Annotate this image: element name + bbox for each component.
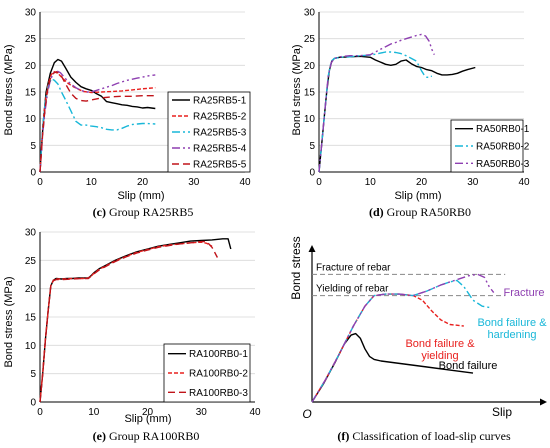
panel-caption: (f) Classification of load-slip curves bbox=[337, 429, 511, 443]
series-line-ra25rb5-1 bbox=[39, 58, 156, 173]
annotation-label: Bond failure bbox=[439, 360, 498, 372]
x-tick-label: 20 bbox=[416, 177, 428, 188]
y-tick-label: 15 bbox=[25, 88, 37, 99]
x-tick-label: 0 bbox=[37, 407, 43, 418]
legend-label: RA50RB0-2 bbox=[476, 142, 530, 153]
y-tick-label: 25 bbox=[304, 34, 316, 45]
legend: RA50RB0-1 RA50RB0-2 RA50RB0-3 bbox=[450, 119, 530, 173]
legend-label: RA25RB5-2 bbox=[193, 112, 247, 123]
y-tick-label: 30 bbox=[25, 8, 37, 19]
legend: RA25RB5-1 RA25RB5-2 RA25RB5-3 RA25RB5-4 RA25… bbox=[167, 91, 251, 173]
y-tick-label: 5 bbox=[309, 141, 315, 152]
origin-label: O bbox=[302, 407, 311, 421]
annotation-label: hardening bbox=[488, 329, 537, 341]
y-tick-label: 20 bbox=[304, 61, 316, 72]
x-tick-label: 30 bbox=[196, 407, 208, 418]
y-tick-label: 0 bbox=[30, 398, 36, 409]
series-line-ra25rb5-4 bbox=[39, 69, 156, 173]
x-axis-label: Slip (mm) bbox=[394, 190, 441, 202]
x-tick-label: 10 bbox=[86, 177, 98, 188]
x-axis-arrow bbox=[540, 398, 547, 406]
y-axis-arrow bbox=[308, 245, 316, 252]
legend-label: RA25RB5-4 bbox=[193, 144, 247, 155]
annotation-label: Fracture bbox=[504, 287, 545, 299]
y-tick-label: 20 bbox=[25, 61, 37, 72]
plot-area: Fracture of rebar Yielding of rebar Fractu… bbox=[308, 245, 547, 406]
series-line-ra100rb0-3 bbox=[39, 240, 219, 403]
y-axis-label: Bond stress (MPa) bbox=[3, 276, 15, 367]
y-tick-label: 25 bbox=[25, 256, 37, 267]
legend-box bbox=[167, 91, 251, 173]
x-tick-label: 10 bbox=[365, 177, 377, 188]
x-axis-label: Slip (mm) bbox=[117, 190, 164, 202]
legend-label: RA100RB0-1 bbox=[189, 349, 248, 360]
y-tick-label: 15 bbox=[25, 313, 37, 324]
series-line-ra50rb0-2 bbox=[318, 51, 433, 173]
x-tick-label: 30 bbox=[188, 177, 200, 188]
series-line-ra25rb5-5 bbox=[39, 70, 156, 173]
annotation-label: yielding bbox=[421, 350, 458, 362]
y-axis-label: Bond stress (MPa) bbox=[291, 44, 303, 135]
y-tick-label: 0 bbox=[309, 168, 315, 179]
x-axis-label: Slip bbox=[492, 405, 512, 419]
legend-label: RA25RB5-1 bbox=[193, 96, 247, 107]
y-tick-label: 0 bbox=[30, 168, 36, 179]
panel-caption: (d) Group RA50RB0 bbox=[369, 205, 471, 219]
x-tick-label: 10 bbox=[88, 407, 100, 418]
x-tick-label: 20 bbox=[137, 177, 149, 188]
x-tick-label: 30 bbox=[467, 177, 479, 188]
y-axis-label: Bond stress bbox=[289, 236, 303, 299]
legend-label: RA100RB0-3 bbox=[189, 388, 248, 399]
annotation-label: Bond failure & bbox=[477, 317, 547, 329]
x-tick-label: 40 bbox=[239, 177, 251, 188]
y-tick-label: 5 bbox=[30, 141, 36, 152]
curve-bond-failure-hardening bbox=[311, 279, 492, 403]
x-tick-label: 0 bbox=[37, 177, 43, 188]
curve-bond-failure-yielding bbox=[311, 293, 464, 403]
x-tick-label: 40 bbox=[249, 407, 261, 418]
x-tick-label: 40 bbox=[518, 177, 530, 188]
x-axis-label: Slip (mm) bbox=[124, 413, 171, 425]
y-tick-label: 10 bbox=[304, 114, 316, 125]
y-tick-label: 30 bbox=[25, 228, 37, 239]
x-tick-label: 0 bbox=[316, 177, 322, 188]
curve-fracture bbox=[311, 273, 495, 403]
legend-label: RA25RB5-3 bbox=[193, 128, 247, 139]
legend: RA100RB0-1 RA100RB0-2 RA100RB0-3 bbox=[163, 343, 251, 403]
legend-box bbox=[163, 343, 251, 403]
x-tick-label: 20 bbox=[142, 407, 154, 418]
panel-caption: (e) Group RA100RB0 bbox=[93, 429, 200, 443]
reference-label: Yielding of rebar bbox=[316, 284, 389, 295]
panel-caption: (c) Group RA25RB5 bbox=[93, 205, 194, 219]
y-tick-label: 5 bbox=[30, 369, 36, 380]
series-line-ra50rb0-3 bbox=[318, 33, 435, 173]
y-tick-label: 30 bbox=[304, 8, 316, 19]
y-axis-label: Bond stress (MPa) bbox=[3, 44, 15, 135]
chart-panel-classification: Fracture of rebar Yielding of rebar Fractu… bbox=[289, 236, 547, 443]
y-tick-label: 20 bbox=[25, 284, 37, 295]
legend-label: RA50RB0-3 bbox=[476, 159, 530, 170]
y-tick-label: 25 bbox=[25, 34, 37, 45]
series-line-ra25rb5-2 bbox=[39, 70, 156, 173]
legend-label: RA100RB0-2 bbox=[189, 369, 248, 380]
reference-label: Fracture of rebar bbox=[316, 262, 391, 273]
y-tick-label: 10 bbox=[25, 341, 37, 352]
annotation-label: Bond failure & bbox=[405, 338, 475, 350]
legend-label: RA25RB5-5 bbox=[193, 160, 247, 171]
y-tick-label: 15 bbox=[304, 88, 316, 99]
y-tick-label: 10 bbox=[25, 114, 37, 125]
legend-label: RA50RB0-1 bbox=[476, 124, 530, 135]
